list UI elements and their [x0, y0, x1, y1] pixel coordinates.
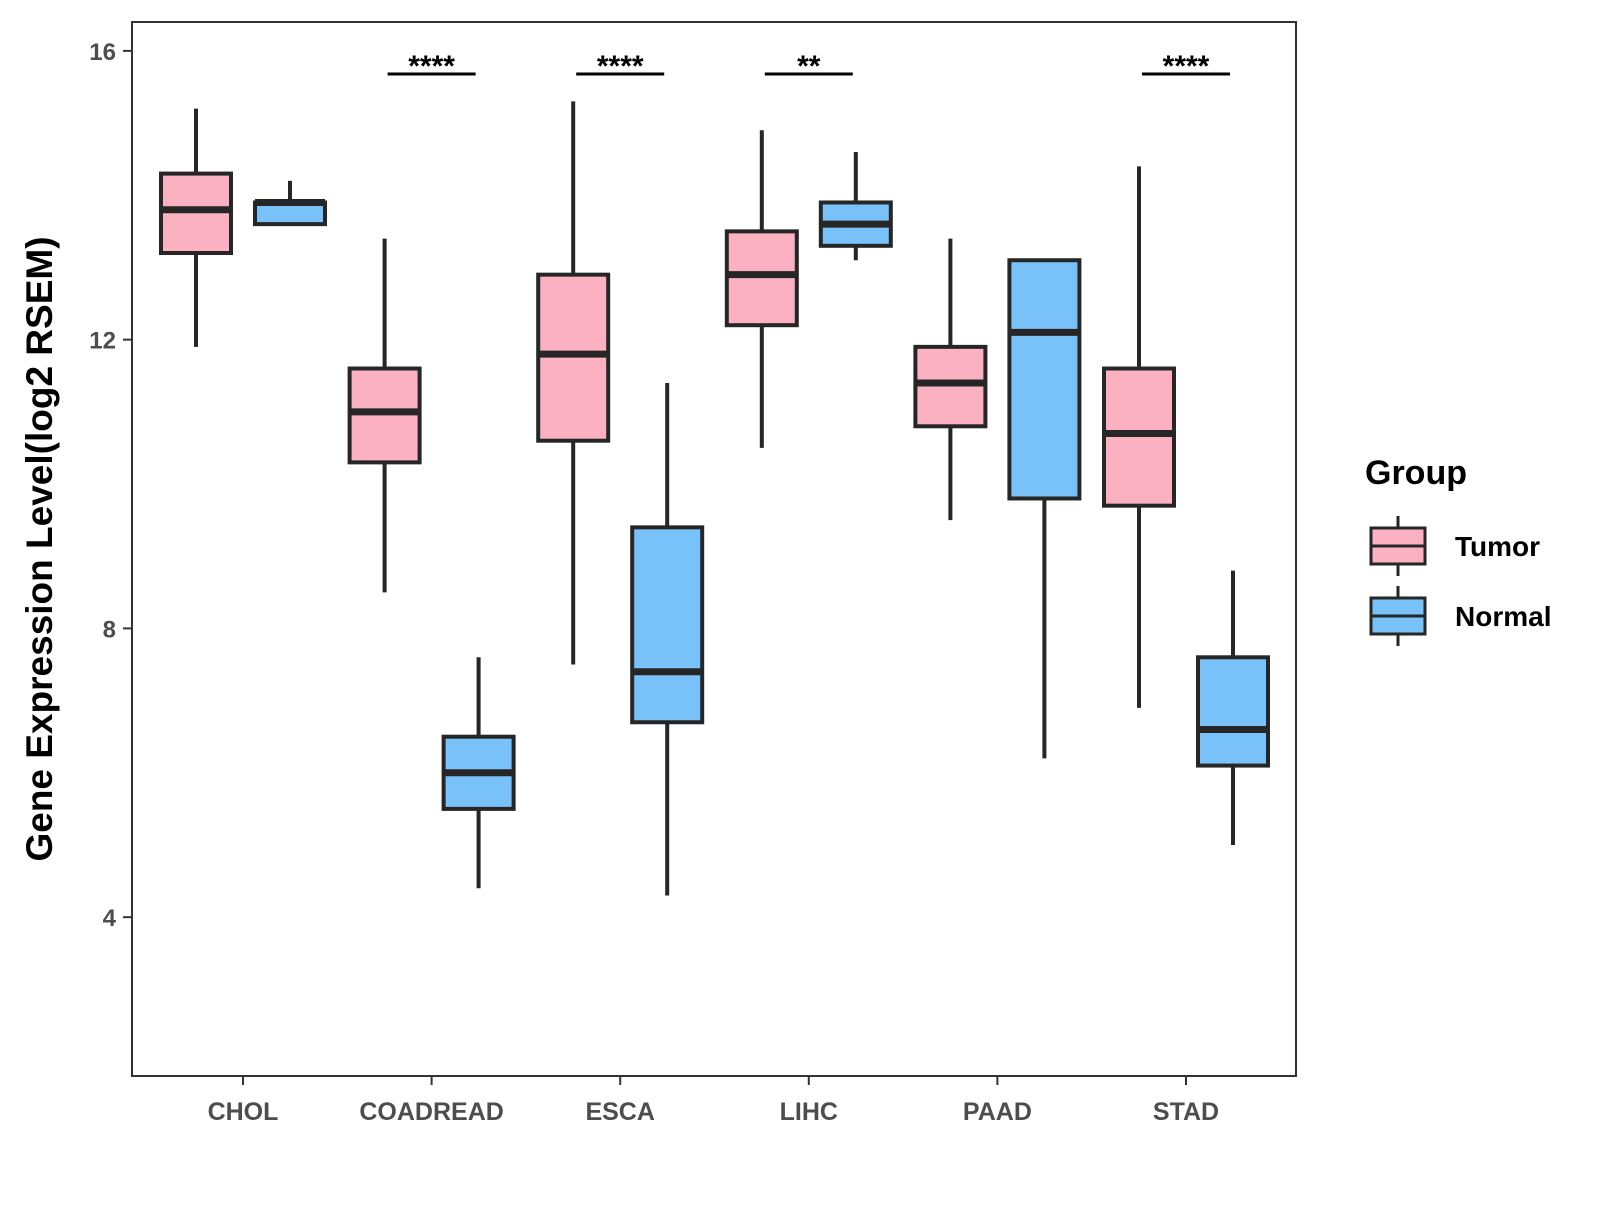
significance-stad: **** — [1142, 50, 1230, 83]
box-iqr — [913, 344, 988, 429]
y-tick-label: 8 — [103, 616, 116, 643]
x-tick-label: STAD — [1153, 1098, 1219, 1126]
box-iqr — [1196, 655, 1270, 768]
significance-label: **** — [1163, 50, 1210, 83]
significance-label: ** — [797, 50, 821, 83]
box-iqr — [347, 366, 422, 465]
x-tick-label: ESCA — [585, 1098, 654, 1126]
box-normal-coadread — [441, 657, 516, 889]
x-tick-label: PAAD — [963, 1098, 1032, 1126]
box-normal-lihc — [818, 151, 893, 261]
legend-label: Tumor — [1455, 531, 1540, 562]
box-tumor-chol — [159, 108, 233, 347]
legend-item-tumor: Tumor — [1369, 516, 1540, 576]
box-iqr — [724, 229, 799, 328]
legend-title: Group — [1365, 454, 1467, 492]
significance-coadread: **** — [387, 50, 476, 83]
box-normal-paad — [1007, 258, 1082, 759]
x-tick-label: LIHC — [780, 1098, 838, 1126]
box-iqr — [1102, 366, 1176, 508]
box-normal-chol — [253, 180, 327, 227]
x-axis: CHOL COADREAD ESCA LIHC PAAD STAD — [208, 1076, 1219, 1126]
x-tick-label: COADREAD — [359, 1098, 503, 1126]
significance-esca: **** — [576, 50, 665, 83]
significance-layer: **** **** ** **** — [387, 50, 1230, 83]
significance-label: **** — [408, 50, 455, 83]
y-axis-title: Gene Expression Level(log2 RSEM) — [19, 236, 60, 861]
legend-item-normal: Normal — [1369, 586, 1551, 646]
y-tick-label: 4 — [103, 905, 117, 932]
box-iqr — [630, 525, 705, 725]
legend: Group Tumor Normal — [1365, 454, 1551, 646]
significance-label: **** — [597, 50, 644, 83]
y-axis: 4 8 12 16 — [89, 39, 132, 932]
box-iqr — [536, 272, 611, 443]
box-normal-stad — [1196, 570, 1270, 845]
box-tumor-stad — [1102, 166, 1176, 708]
x-tick-label: CHOL — [208, 1098, 279, 1126]
box-normal-esca — [630, 382, 705, 896]
legend-label: Normal — [1455, 601, 1551, 632]
box-iqr — [1007, 258, 1082, 501]
box-tumor-esca — [536, 101, 611, 665]
box-tumor-paad — [913, 238, 988, 521]
box-tumor-lihc — [724, 130, 799, 448]
box-iqr — [159, 171, 233, 256]
boxes-layer — [159, 101, 1270, 896]
plot-panel-border — [131, 21, 1297, 1077]
box-tumor-coadread — [347, 238, 422, 593]
plot-area — [131, 21, 1297, 1077]
y-tick-label: 16 — [89, 39, 116, 66]
y-tick-label: 12 — [89, 328, 116, 355]
significance-lihc: ** — [764, 50, 853, 83]
